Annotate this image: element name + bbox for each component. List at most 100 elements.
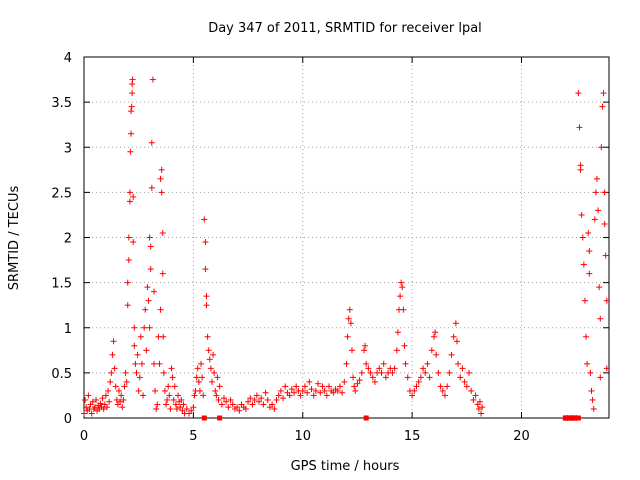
data-point: [579, 234, 586, 241]
data-point: [446, 369, 453, 376]
data-point: [221, 395, 227, 402]
data-point: [151, 360, 157, 367]
data-point: [273, 396, 280, 403]
data-point: [202, 239, 209, 246]
data-point: [196, 387, 203, 394]
data-point: [198, 360, 205, 367]
data-point: [118, 392, 125, 399]
data-point: [315, 380, 322, 387]
data-point: [190, 404, 197, 411]
data-point: [411, 387, 418, 394]
data-point: [242, 405, 249, 412]
data-point: [146, 234, 153, 241]
data-point: [472, 392, 479, 399]
data-point: [601, 189, 608, 196]
data-point: [401, 342, 408, 349]
data-point: [365, 365, 372, 372]
data-point: [376, 365, 383, 372]
data-point: [362, 342, 369, 349]
data-point: [109, 351, 116, 358]
data-point: [588, 387, 595, 394]
data-point: [121, 383, 128, 390]
data-point: [177, 404, 184, 411]
data-point: [91, 404, 98, 411]
data-point: [400, 306, 407, 313]
data-point: [344, 333, 351, 340]
data-point: [225, 404, 232, 411]
grid: [84, 57, 609, 418]
y-tick-label: 3: [64, 141, 72, 156]
data-point: [354, 380, 361, 387]
data-point: [145, 297, 152, 304]
data-point: [280, 395, 287, 402]
data-point: [172, 401, 179, 408]
data-point: [399, 284, 406, 291]
data-point: [264, 396, 271, 403]
data-point: [437, 383, 444, 390]
y-tick-label: 4: [64, 51, 72, 66]
data-point: [136, 374, 143, 381]
data-point: [206, 356, 213, 363]
data-point: [218, 401, 225, 408]
data-point: [223, 398, 230, 405]
data-point: [202, 266, 209, 273]
data-point: [158, 189, 165, 196]
data-point: [361, 347, 367, 354]
data-point: [180, 401, 187, 408]
data-point: [204, 333, 211, 340]
data-point: [116, 387, 122, 394]
data-point: [211, 369, 218, 376]
data-point: [99, 395, 106, 402]
data-point: [297, 392, 304, 399]
data-point: [310, 392, 317, 399]
zero-marker: [217, 415, 223, 421]
data-point: [293, 383, 300, 390]
x-tick-label: 5: [189, 429, 197, 444]
data-point: [382, 374, 389, 381]
data-point: [271, 405, 278, 412]
data-point: [599, 103, 606, 110]
data-point: [463, 383, 470, 390]
data-point: [576, 124, 583, 131]
data-point: [603, 365, 610, 372]
data-point: [213, 392, 220, 399]
data-point: [108, 369, 115, 376]
data-point: [356, 377, 363, 384]
data-point: [137, 333, 144, 340]
data-point: [597, 374, 604, 381]
x-tick-label: 20: [513, 429, 530, 444]
data-point: [214, 374, 221, 381]
y-tick-labels: 0 0.5 1 1.5 2 2.5 3 3.5 4: [51, 51, 72, 427]
data-point: [428, 347, 435, 354]
data-point: [131, 324, 138, 331]
data-point: [247, 395, 254, 402]
data-point: [393, 347, 400, 354]
data-point: [444, 383, 451, 390]
data-point: [258, 395, 265, 402]
data-point: [589, 396, 596, 403]
x-axis-label: GPS time / hours: [291, 459, 400, 474]
data-point: [122, 369, 129, 376]
data-point: [253, 392, 260, 399]
data-point: [161, 387, 168, 394]
data-point: [193, 374, 200, 381]
data-point: [97, 400, 104, 407]
data-point: [577, 166, 584, 173]
data-point: [304, 389, 311, 396]
data-point: [128, 108, 135, 115]
data-point: [168, 365, 175, 372]
data-point: [478, 410, 485, 417]
data-point: [441, 392, 448, 399]
x-tick-label: 15: [404, 429, 421, 444]
data-point: [125, 257, 132, 264]
data-point: [591, 216, 598, 223]
data-point: [81, 410, 87, 417]
data-point: [597, 315, 604, 322]
data-point: [352, 387, 359, 394]
data-point: [100, 405, 107, 412]
data-point: [600, 90, 607, 97]
data-point: [426, 374, 433, 381]
data-point: [424, 360, 431, 367]
data-point: [173, 405, 180, 412]
